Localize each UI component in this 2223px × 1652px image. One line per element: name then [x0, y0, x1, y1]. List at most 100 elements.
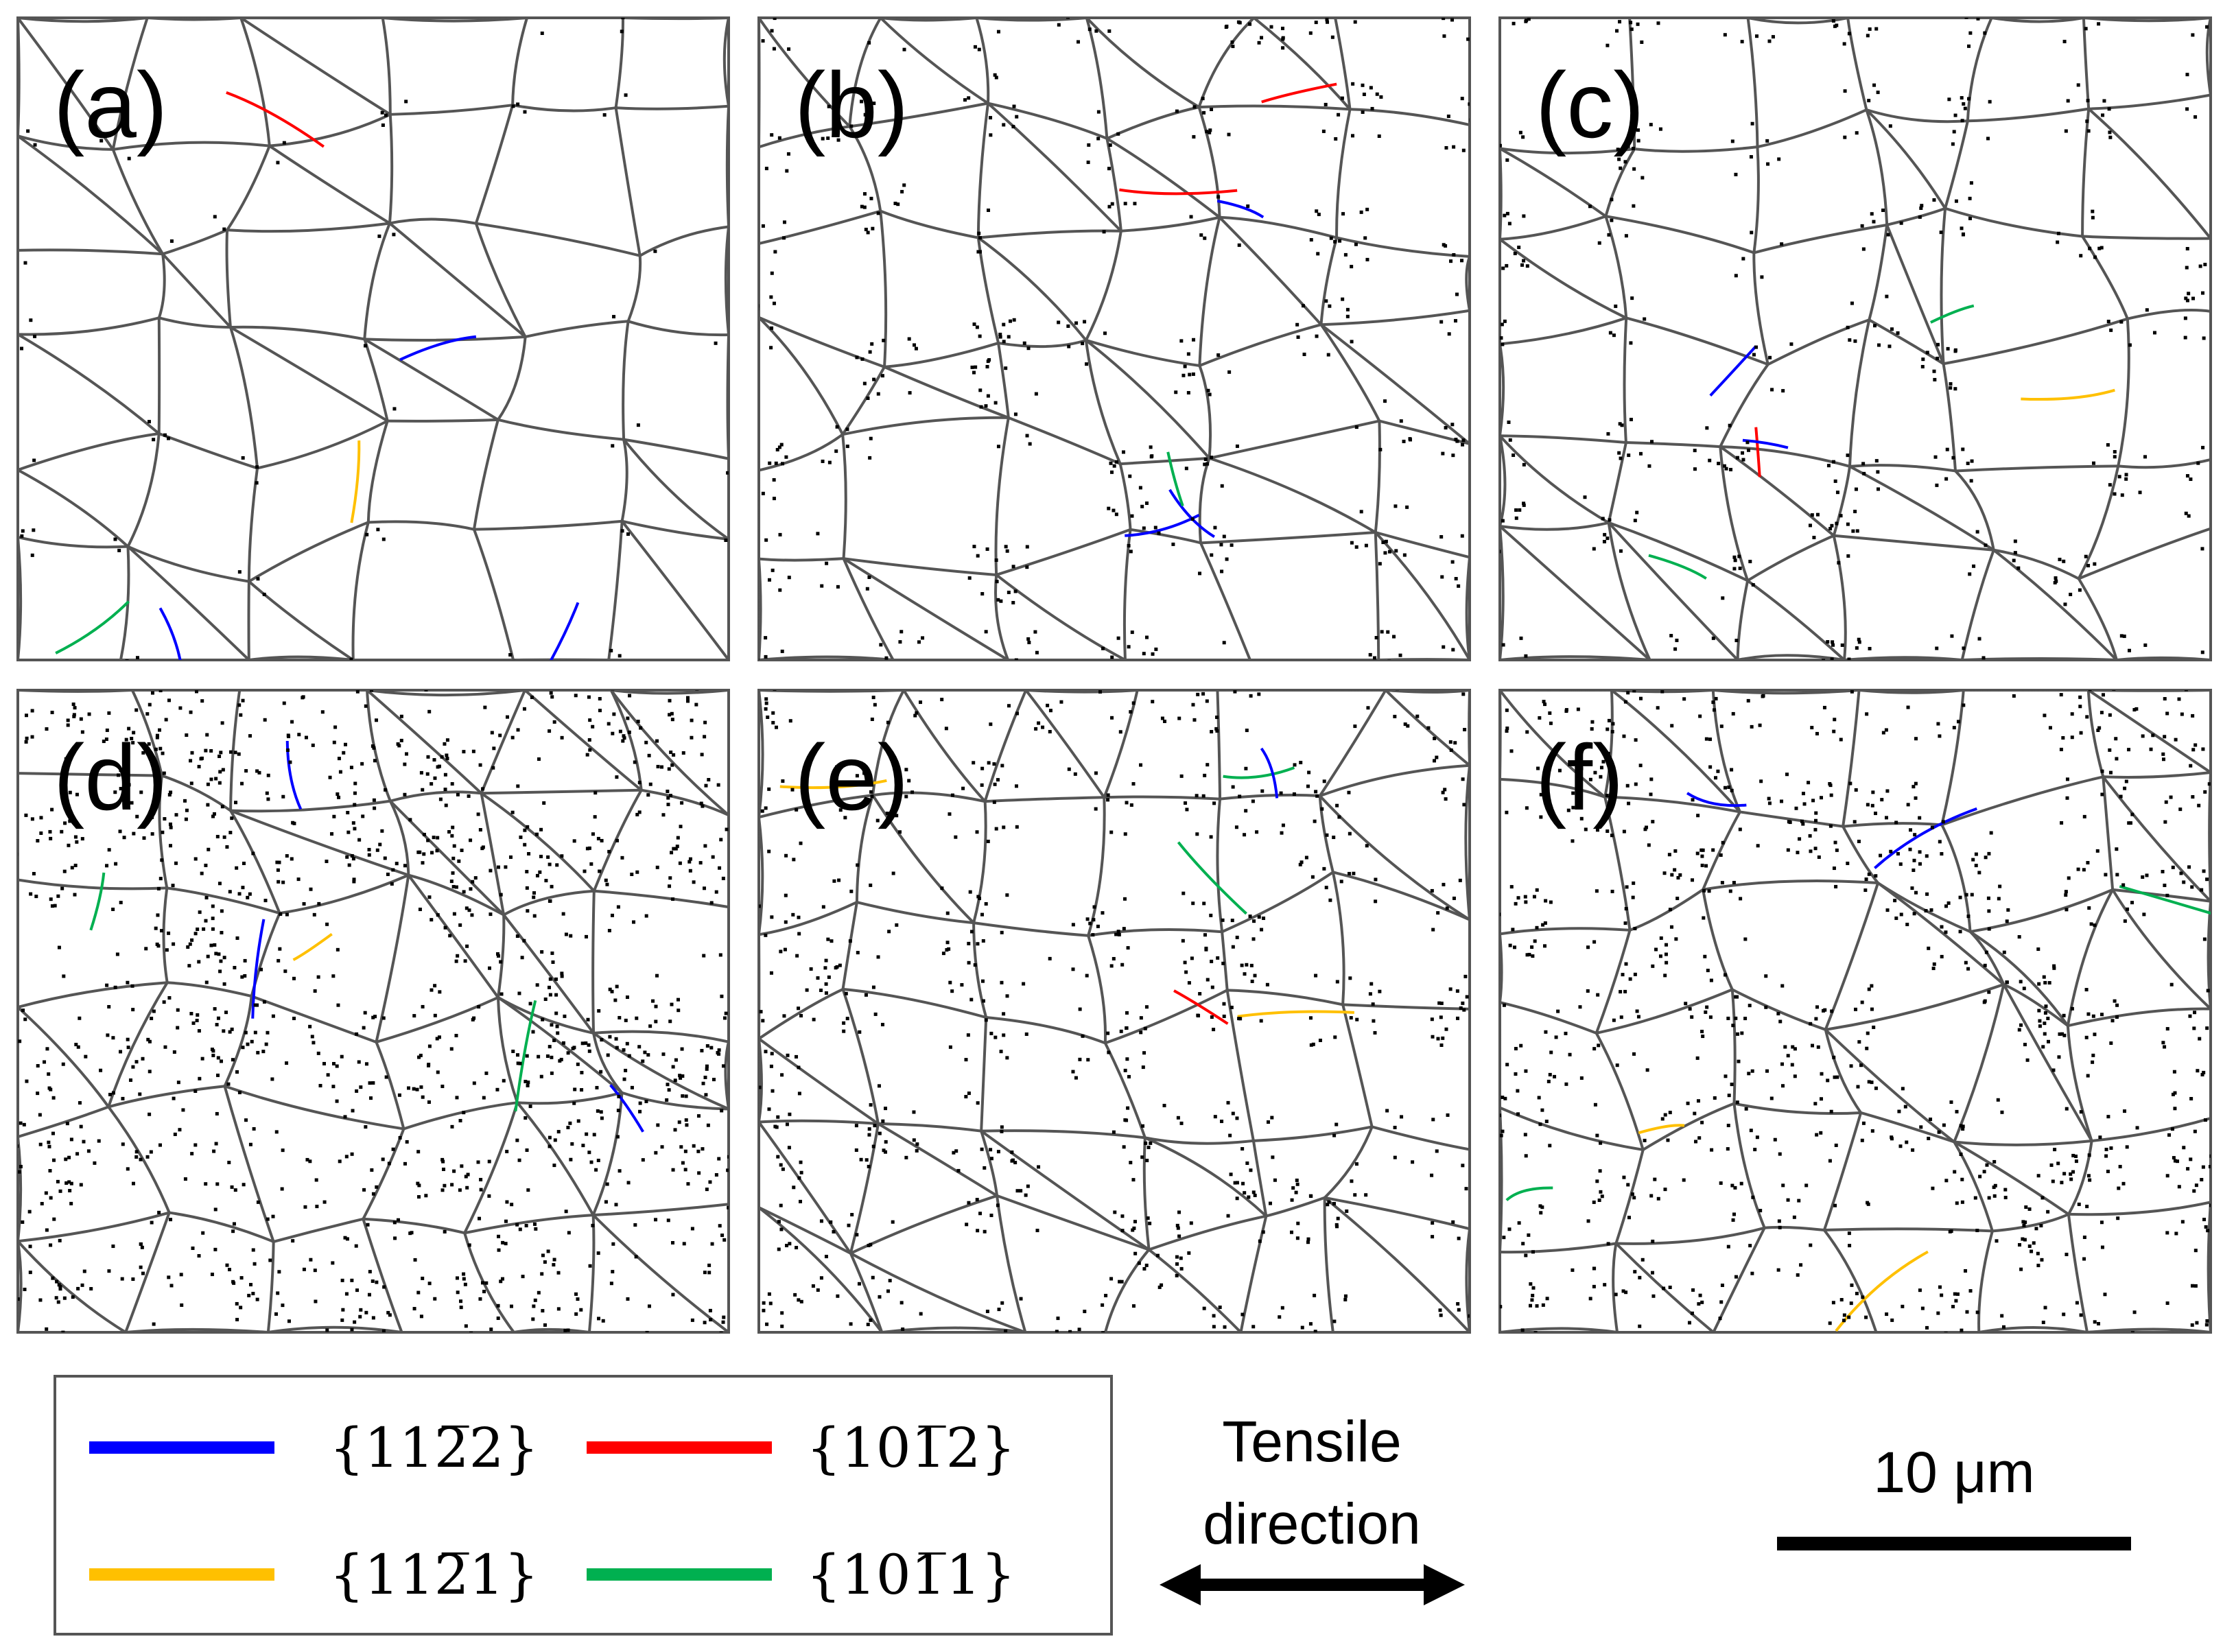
grain-boundary [18, 134, 113, 151]
unindexed-point [1212, 1028, 1216, 1032]
unindexed-point [1403, 722, 1407, 727]
unindexed-point [1734, 1275, 1738, 1279]
unindexed-point [778, 588, 782, 592]
unindexed-point [2151, 733, 2155, 738]
unindexed-point [1183, 960, 1187, 965]
unindexed-point [139, 1157, 143, 1161]
unindexed-point [700, 1348, 703, 1352]
unindexed-point [1599, 775, 1603, 779]
grain-boundary [366, 690, 482, 794]
unindexed-point [967, 1201, 971, 1205]
grain-boundary [724, 226, 729, 335]
unindexed-point [9, 665, 12, 669]
unindexed-point [1469, 118, 1470, 122]
unindexed-point [535, 983, 539, 987]
unindexed-point [72, 713, 76, 717]
unindexed-point [588, 1264, 592, 1268]
unindexed-point [526, 1081, 530, 1085]
unindexed-point [331, 1085, 336, 1089]
unindexed-point [1340, 96, 1344, 100]
unindexed-point [604, 1200, 608, 1204]
unindexed-point [236, 1349, 239, 1352]
grain-boundary [2067, 1007, 2211, 1028]
unindexed-point [1122, 1145, 1126, 1149]
unindexed-point [1461, 438, 1466, 442]
unindexed-point [1519, 1043, 1523, 1048]
unindexed-point [1343, 1297, 1348, 1301]
unindexed-point [215, 1023, 219, 1027]
unindexed-point [1320, 807, 1324, 811]
unindexed-point [39, 1352, 43, 1355]
unindexed-point [1936, 1311, 1940, 1315]
grain-boundary [1500, 690, 1606, 799]
unindexed-point [751, 531, 754, 534]
unindexed-point [430, 782, 434, 786]
unindexed-point [1113, 1210, 1117, 1214]
unindexed-point [1632, 1361, 1636, 1365]
unindexed-point [418, 908, 422, 912]
unindexed-point [1529, 1282, 1533, 1286]
unindexed-point [201, 1231, 205, 1235]
unindexed-point [2040, 1196, 2045, 1200]
unindexed-point [53, 904, 57, 908]
unindexed-point [1634, 738, 1638, 742]
unindexed-point [974, 365, 978, 369]
unindexed-point [405, 1140, 409, 1144]
unindexed-point [1041, 725, 1045, 729]
unindexed-point [425, 772, 430, 776]
unindexed-point [186, 945, 190, 949]
grain-boundary [1832, 466, 1851, 536]
grain-boundary [248, 580, 354, 660]
unindexed-point [1355, 1017, 1359, 1022]
grain-boundary [2087, 108, 2211, 239]
unindexed-point [12, 34, 16, 37]
unindexed-point [696, 1114, 701, 1118]
unindexed-point [1230, 1005, 1234, 1009]
unindexed-point [1652, 1381, 1656, 1384]
unindexed-point [1125, 1057, 1129, 1061]
unindexed-point [635, 812, 639, 816]
unindexed-point [202, 670, 206, 673]
unindexed-point [836, 1294, 840, 1298]
unindexed-point [720, 1109, 724, 1113]
unindexed-point [689, 1347, 692, 1351]
unindexed-point [1625, 1340, 1628, 1343]
unindexed-point [204, 980, 209, 984]
unindexed-point [589, 862, 593, 866]
unindexed-point [1000, 930, 1004, 934]
grain-boundary [759, 18, 851, 128]
unindexed-point [2213, 667, 2217, 670]
unindexed-point [2152, 331, 2156, 335]
unindexed-point [1539, 815, 1543, 819]
unindexed-point [13, 255, 16, 259]
unindexed-point [1177, 1210, 1181, 1214]
unindexed-point [1081, 10, 1084, 13]
unindexed-point [578, 1363, 581, 1367]
unindexed-point [1735, 1032, 1739, 1036]
unindexed-point [1444, 1027, 1448, 1031]
unindexed-point [1401, 685, 1404, 688]
unindexed-point [452, 912, 456, 916]
unindexed-point [995, 580, 999, 584]
grain-boundary [1008, 416, 1121, 465]
unindexed-point [1455, 439, 1459, 443]
unindexed-point [506, 715, 510, 719]
unindexed-point [1524, 1154, 1528, 1158]
unindexed-point [1607, 751, 1611, 755]
unindexed-point [1837, 560, 1841, 565]
unindexed-point [1848, 1377, 1851, 1380]
unindexed-point [1793, 1047, 1797, 1051]
grain-boundary [1610, 690, 1741, 813]
unindexed-point [52, 1158, 56, 1162]
unindexed-point [884, 1107, 888, 1111]
unindexed-point [345, 1237, 349, 1241]
unindexed-point [856, 863, 860, 867]
unindexed-point [1441, 790, 1445, 794]
unindexed-point [1490, 1236, 1493, 1240]
unindexed-point [557, 1354, 561, 1358]
unindexed-point [549, 691, 553, 695]
unindexed-point [328, 775, 332, 779]
unindexed-point [113, 985, 117, 989]
unindexed-point [391, 868, 395, 872]
unindexed-point [156, 886, 161, 890]
